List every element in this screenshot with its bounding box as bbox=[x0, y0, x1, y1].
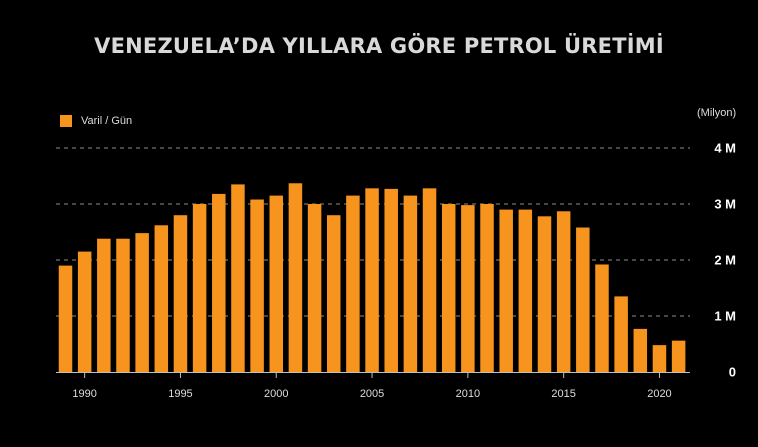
bar-1999 bbox=[250, 199, 264, 372]
bar-2007 bbox=[403, 195, 418, 372]
bar-2003 bbox=[326, 215, 341, 372]
bar-1992 bbox=[116, 238, 130, 372]
bar-2021 bbox=[671, 340, 686, 372]
bar-2006 bbox=[384, 188, 398, 372]
bar-2020 bbox=[652, 345, 667, 372]
x-tick-label: 1995 bbox=[168, 388, 192, 400]
bar-1990 bbox=[77, 251, 92, 372]
chart-title: VENEZUELA’DA YILLARA GÖRE PETROL ÜRETİMİ bbox=[94, 34, 664, 58]
x-tick-label: 2000 bbox=[264, 388, 288, 400]
y-tick-label: 0 bbox=[729, 365, 736, 380]
bar-2009 bbox=[441, 204, 456, 372]
bar-1995 bbox=[173, 215, 188, 372]
legend: Varil / Gün bbox=[60, 115, 132, 127]
bar-2000 bbox=[269, 195, 284, 372]
y-tick-label: 4 M bbox=[714, 141, 736, 156]
bar-2017 bbox=[595, 264, 609, 372]
bar-2010 bbox=[461, 205, 475, 372]
bar-2005 bbox=[365, 188, 379, 372]
legend-label: Varil / Gün bbox=[81, 115, 133, 127]
bar-2001 bbox=[288, 183, 303, 372]
x-tick-label: 2020 bbox=[647, 388, 671, 400]
bar-1998 bbox=[231, 184, 245, 372]
bar-1996 bbox=[192, 204, 207, 372]
bar-1997 bbox=[212, 193, 226, 372]
bar-2016 bbox=[576, 227, 590, 372]
x-tick-labels: 1990 1995 2000 2005 2010 2015 2020 bbox=[72, 372, 672, 400]
bar-2019 bbox=[633, 328, 648, 372]
bar-1994 bbox=[154, 225, 169, 372]
bar-1993 bbox=[135, 233, 149, 372]
legend-swatch bbox=[60, 115, 72, 127]
bar-1991 bbox=[97, 238, 111, 372]
x-tick-label: 2015 bbox=[551, 388, 575, 400]
unit-label: (Milyon) bbox=[697, 107, 737, 119]
bars bbox=[58, 183, 686, 372]
bar-2012 bbox=[499, 209, 513, 372]
bar-2008 bbox=[422, 188, 437, 372]
bar-2013 bbox=[518, 209, 533, 372]
x-tick-label: 2010 bbox=[456, 388, 480, 400]
y-tick-label: 3 M bbox=[714, 197, 736, 212]
bar-2002 bbox=[307, 204, 322, 372]
y-tick-labels: 0 1 M 2 M 3 M 4 M bbox=[714, 141, 736, 380]
x-tick-label: 1990 bbox=[72, 388, 96, 400]
bar-2018 bbox=[614, 296, 628, 372]
bar-2004 bbox=[346, 195, 360, 372]
y-tick-label: 1 M bbox=[714, 309, 736, 324]
x-tick-label: 2005 bbox=[360, 388, 384, 400]
bar-2014 bbox=[537, 216, 552, 372]
bar-1989 bbox=[58, 265, 73, 372]
bar-2015 bbox=[556, 211, 571, 372]
bar-2011 bbox=[480, 204, 494, 372]
y-tick-label: 2 M bbox=[714, 253, 736, 268]
